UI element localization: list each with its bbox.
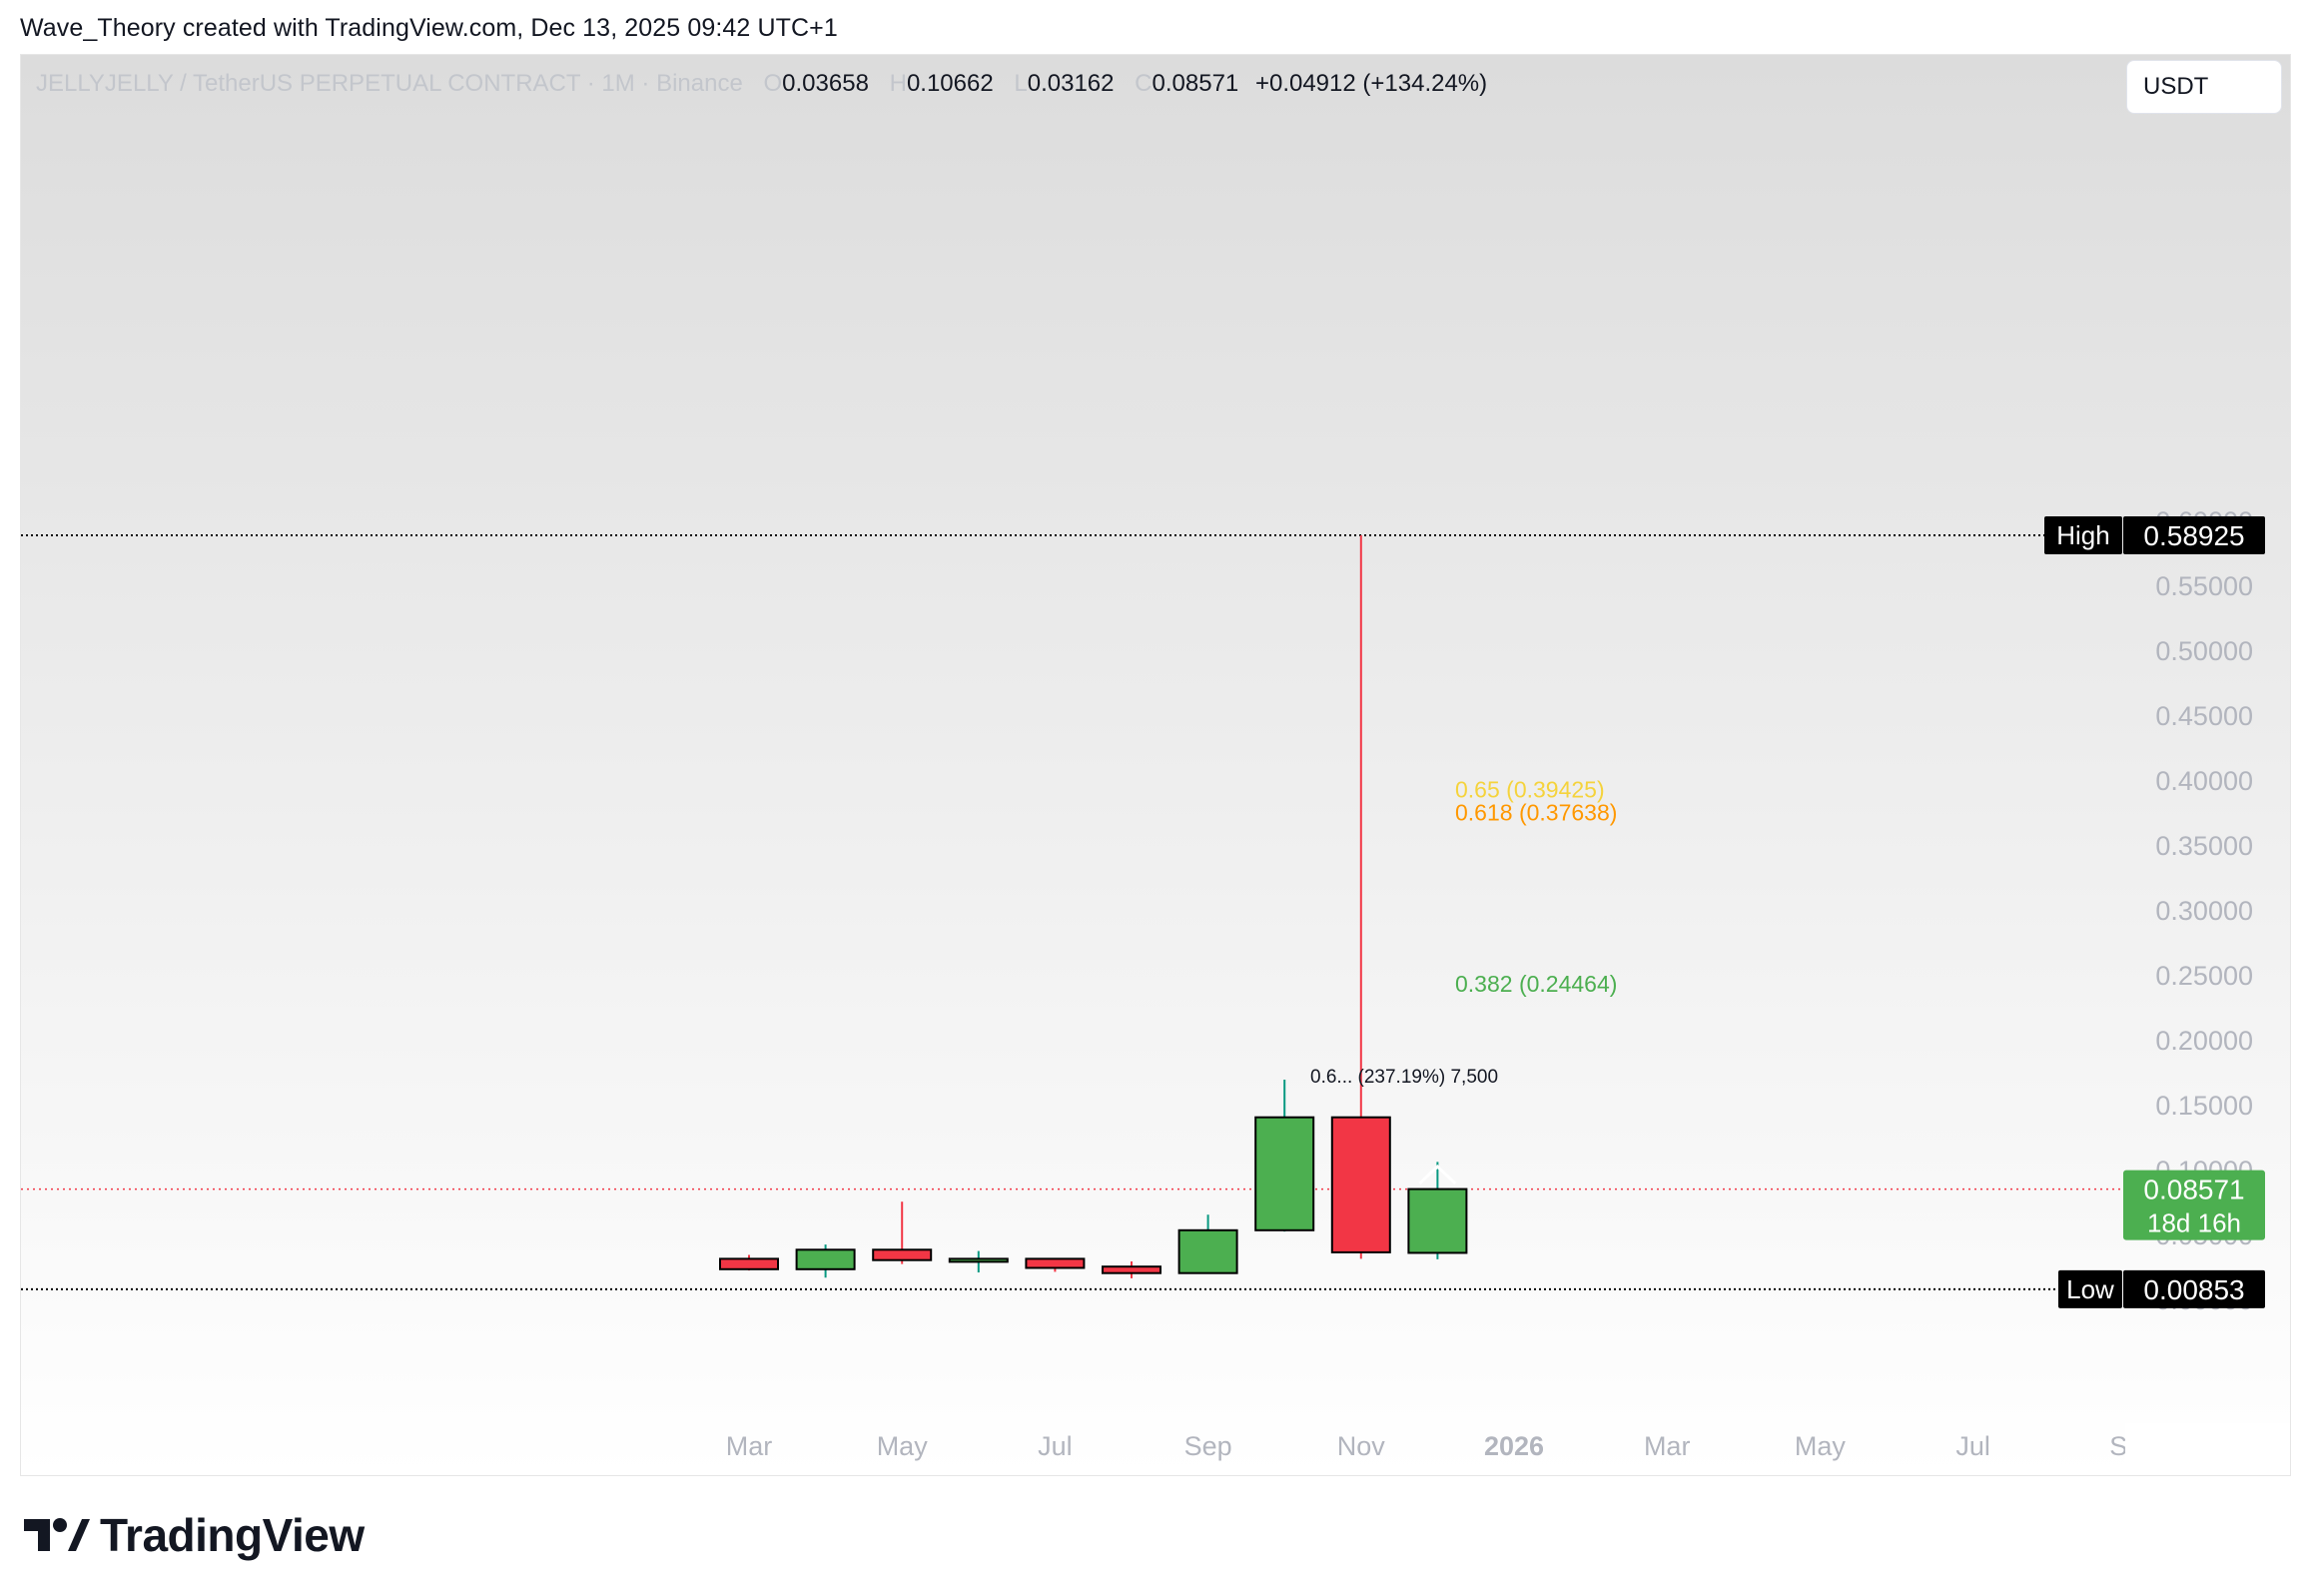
chart-background <box>21 55 2290 1475</box>
high-label: High 0.58925 <box>2044 515 2265 554</box>
candle[interactable] <box>1177 1214 1238 1274</box>
open-key: O <box>763 70 783 97</box>
current-price-bg <box>2123 1170 2265 1240</box>
candle-body[interactable] <box>1254 1116 1315 1231</box>
candle-body[interactable] <box>948 1257 1009 1263</box>
symbol-name[interactable]: JELLYJELLY / TetherUS PERPETUAL CONTRACT… <box>36 70 743 97</box>
y-tick-label: 0.25000 <box>2155 961 2253 991</box>
candle-body[interactable] <box>1102 1265 1161 1274</box>
y-tick-label: 0.40000 <box>2155 766 2253 796</box>
currency-label: USDT <box>2143 73 2209 100</box>
candle-body[interactable] <box>1177 1228 1238 1274</box>
currency-selector[interactable]: USDT <box>2126 60 2282 114</box>
symbol-legend[interactable]: JELLYJELLY / TetherUS PERPETUAL CONTRACT… <box>36 70 1487 98</box>
y-tick-label: 0.15000 <box>2155 1091 2253 1121</box>
candle-body[interactable] <box>1025 1257 1086 1269</box>
change-value: +0.04912 (+134.24%) <box>1254 70 1488 97</box>
candle[interactable] <box>872 1201 933 1264</box>
candle[interactable] <box>1330 534 1391 1259</box>
fib-level-label[interactable]: 0.618 (0.37638) <box>1455 800 1617 826</box>
x-axis[interactable]: MarMayJulSepNov2026MarMayJulSe <box>726 1423 2290 1473</box>
chart-caption: Wave_Theory created with TradingView.com… <box>20 14 838 42</box>
current-price-countdown: 18d 16h <box>2147 1208 2241 1238</box>
candle-body[interactable] <box>872 1248 933 1261</box>
x-tick-label: Mar <box>726 1431 773 1461</box>
candles[interactable] <box>719 534 1468 1278</box>
high-label-tag-bg <box>2044 515 2122 554</box>
x-tick-label: Jul <box>1955 1431 1990 1461</box>
x-tick-label: Sep <box>1184 1431 1232 1461</box>
candle-body[interactable] <box>719 1257 779 1270</box>
x-tick-label: May <box>877 1431 929 1461</box>
high-label-value-text: 0.58925 <box>2143 520 2244 551</box>
candle[interactable] <box>795 1244 856 1278</box>
y-tick-label: 0.50000 <box>2155 636 2253 666</box>
close-key: C <box>1135 70 1153 97</box>
x-tick-label: Jul <box>1038 1431 1073 1461</box>
measure-annotation-group[interactable]: 0.6... (237.19%) 7,500 <box>1310 1067 1498 1186</box>
close-value: 0.08571 <box>1152 70 1239 97</box>
candle-body[interactable] <box>795 1248 856 1270</box>
fib-levels[interactable]: 0.65 (0.39425)0.618 (0.37638) 0.382 (0.24… <box>1455 776 1617 996</box>
high-value: 0.10662 <box>906 70 994 97</box>
low-label: Low 0.00853 <box>2058 1269 2265 1308</box>
candle[interactable] <box>1102 1261 1161 1278</box>
x-tick-label: Mar <box>1644 1431 1691 1461</box>
tradingview-logo[interactable]: TradingView <box>24 1508 365 1562</box>
chart-frame[interactable] <box>20 54 2291 1476</box>
candle[interactable] <box>948 1250 1009 1273</box>
measure-arrow-icon <box>1418 1165 1457 1186</box>
low-label-tag-bg <box>2058 1269 2122 1308</box>
x-axis-mask <box>2125 1423 2290 1473</box>
x-tick-label: May <box>1795 1431 1847 1461</box>
x-tick-label: 2026 <box>1484 1431 1544 1461</box>
candle[interactable] <box>1025 1257 1086 1272</box>
fib-level-label[interactable]: 0.382 (0.24464) <box>1455 971 1617 997</box>
low-label-value-bg <box>2123 1269 2265 1308</box>
low-value: 0.03162 <box>1027 70 1115 97</box>
x-tick-label: Nov <box>1337 1431 1386 1461</box>
y-tick-label: 0.35000 <box>2155 831 2253 861</box>
measure-annotation[interactable]: 0.6... (237.19%) 7,500 <box>1310 1067 1498 1088</box>
y-tick-label: 0.55000 <box>2155 571 2253 601</box>
tradingview-logo-text: TradingView <box>100 1509 365 1561</box>
candle[interactable] <box>1407 1162 1468 1259</box>
y-tick-label: 0.30000 <box>2155 896 2253 926</box>
reference-lines <box>21 533 2122 1290</box>
open-value: 0.03658 <box>782 70 869 97</box>
candle[interactable] <box>719 1254 779 1271</box>
candle-body[interactable] <box>1330 1116 1391 1253</box>
candle-body[interactable] <box>1407 1188 1468 1254</box>
current-price-value: 0.08571 <box>2143 1175 2244 1205</box>
low-label-value-text: 0.00853 <box>2143 1274 2244 1305</box>
candle[interactable] <box>1254 1080 1315 1232</box>
y-tick-label: 0.45000 <box>2155 701 2253 731</box>
low-label-tag-text: Low <box>2066 1274 2114 1304</box>
tradingview-logo-icon <box>24 1518 90 1551</box>
low-key: L <box>1014 70 1028 97</box>
fib-level-label[interactable]: 0.65 (0.39425) <box>1455 776 1605 802</box>
high-label-value-bg <box>2123 515 2265 554</box>
high-key: H <box>889 70 907 97</box>
high-label-tag-text: High <box>2056 520 2109 550</box>
y-tick-label: 0.20000 <box>2155 1026 2253 1056</box>
